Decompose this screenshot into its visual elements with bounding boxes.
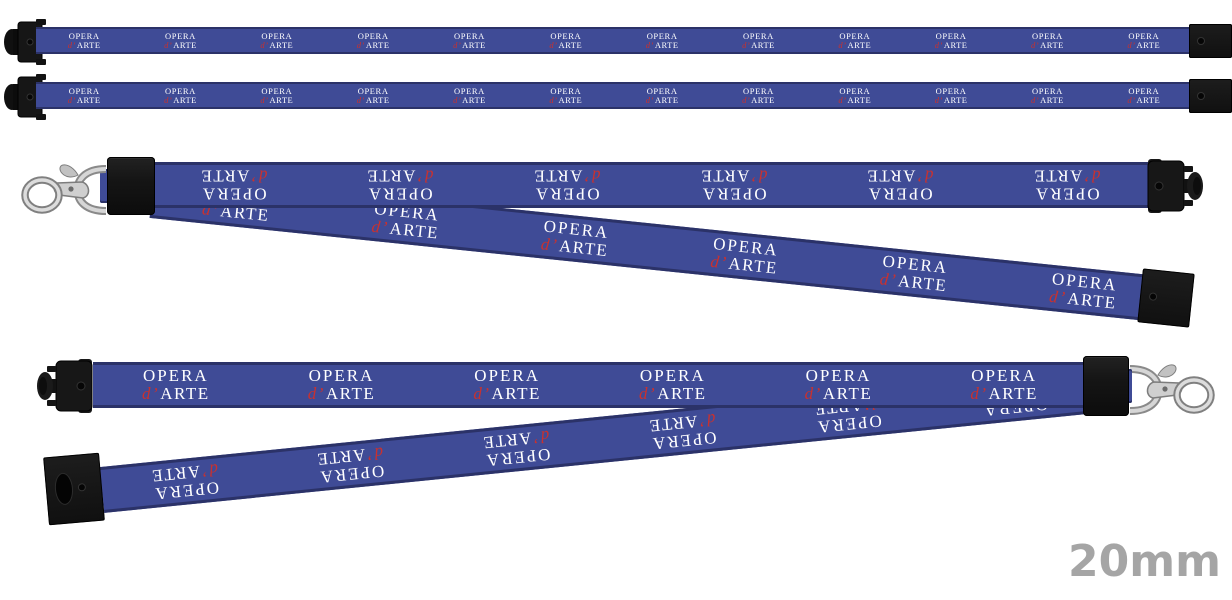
strap-end-cap <box>1137 268 1195 328</box>
breakaway-buckle-icon <box>1147 159 1203 213</box>
lanyard-strap-upper: OPERA d’ARTE OPERA d’ARTE OPERA d’ARTE OPERA d’… <box>93 362 1087 408</box>
rivet-hole <box>1198 93 1204 99</box>
lobster-clasp-icon <box>1129 364 1215 415</box>
rivet-hole <box>1149 293 1157 300</box>
oval-hole <box>54 473 74 505</box>
rivet-hole <box>78 484 86 491</box>
strap-end-cap <box>43 452 105 526</box>
size-label: 20mm <box>1068 536 1221 587</box>
lanyard-strap-flat-1: OPERA d’ARTE OPERA d’ARTE OPERA d’ARTE OPERA d’… <box>36 27 1192 54</box>
crimp-clamp <box>107 157 155 215</box>
strap-end-cap <box>1189 24 1232 58</box>
rivet-hole <box>1198 38 1204 44</box>
lanyard-strap-flat-2: OPERA d’ARTE OPERA d’ARTE OPERA d’ARTE OPERA d’… <box>36 82 1192 109</box>
lanyard-strap-upper: OPERA d’ARTE OPERA d’ARTE OPERA d’ARTE OPERA d’… <box>150 162 1150 208</box>
breakaway-buckle-icon <box>37 359 93 413</box>
strap-end-cap <box>1189 79 1232 113</box>
lobster-clasp-icon <box>21 164 107 215</box>
crimp-clamp <box>1083 356 1129 416</box>
